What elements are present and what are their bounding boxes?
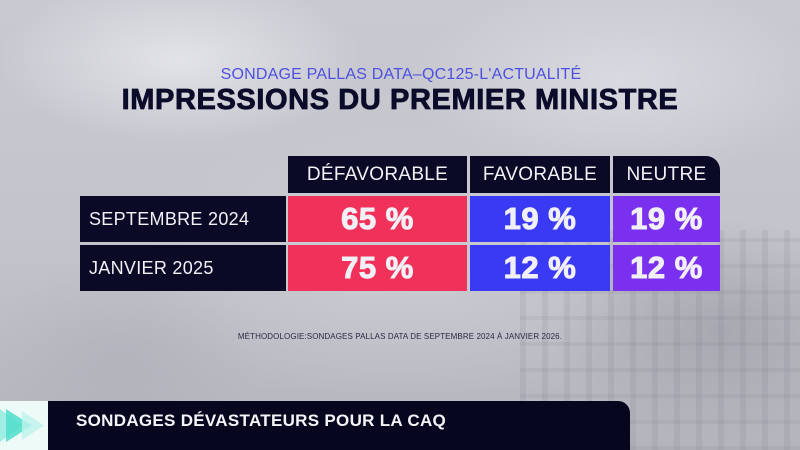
lower-third-headline: SONDAGES DÉVASTATEURS POUR LA CAQ <box>76 411 447 430</box>
cell-defavorable-row1: 65 % <box>288 196 467 242</box>
column-header-favorable: FAVORABLE <box>470 156 610 193</box>
poll-source-subtitle: SONDAGE PALLAS DATA–QC125-L'ACTUALITÉ <box>220 66 582 83</box>
row-label-septembre-2024: SEPTEMBRE 2024 <box>80 196 286 242</box>
cell-favorable-row2: 12 % <box>470 245 610 291</box>
cell-neutre-row2: 12 % <box>613 245 720 291</box>
column-header-neutre: NEUTRE <box>613 156 720 193</box>
cell-defavorable-row2: 75 % <box>288 245 467 291</box>
play-chevron-icon <box>0 409 44 442</box>
row-label-janvier-2025: JANVIER 2025 <box>80 245 286 291</box>
column-header-defavorable: DÉFAVORABLE <box>288 156 467 193</box>
page-title: IMPRESSIONS DU PREMIER MINISTRE <box>121 84 679 117</box>
channel-logo <box>0 401 48 450</box>
cell-favorable-row1: 19 % <box>470 196 610 242</box>
methodology-footnote: MÉTHODOLOGIE:SONDAGES PALLAS DATA DE SEP… <box>237 332 563 341</box>
cell-neutre-row1: 19 % <box>613 196 720 242</box>
lower-third-banner: SONDAGES DÉVASTATEURS POUR LA CAQ <box>48 401 630 450</box>
